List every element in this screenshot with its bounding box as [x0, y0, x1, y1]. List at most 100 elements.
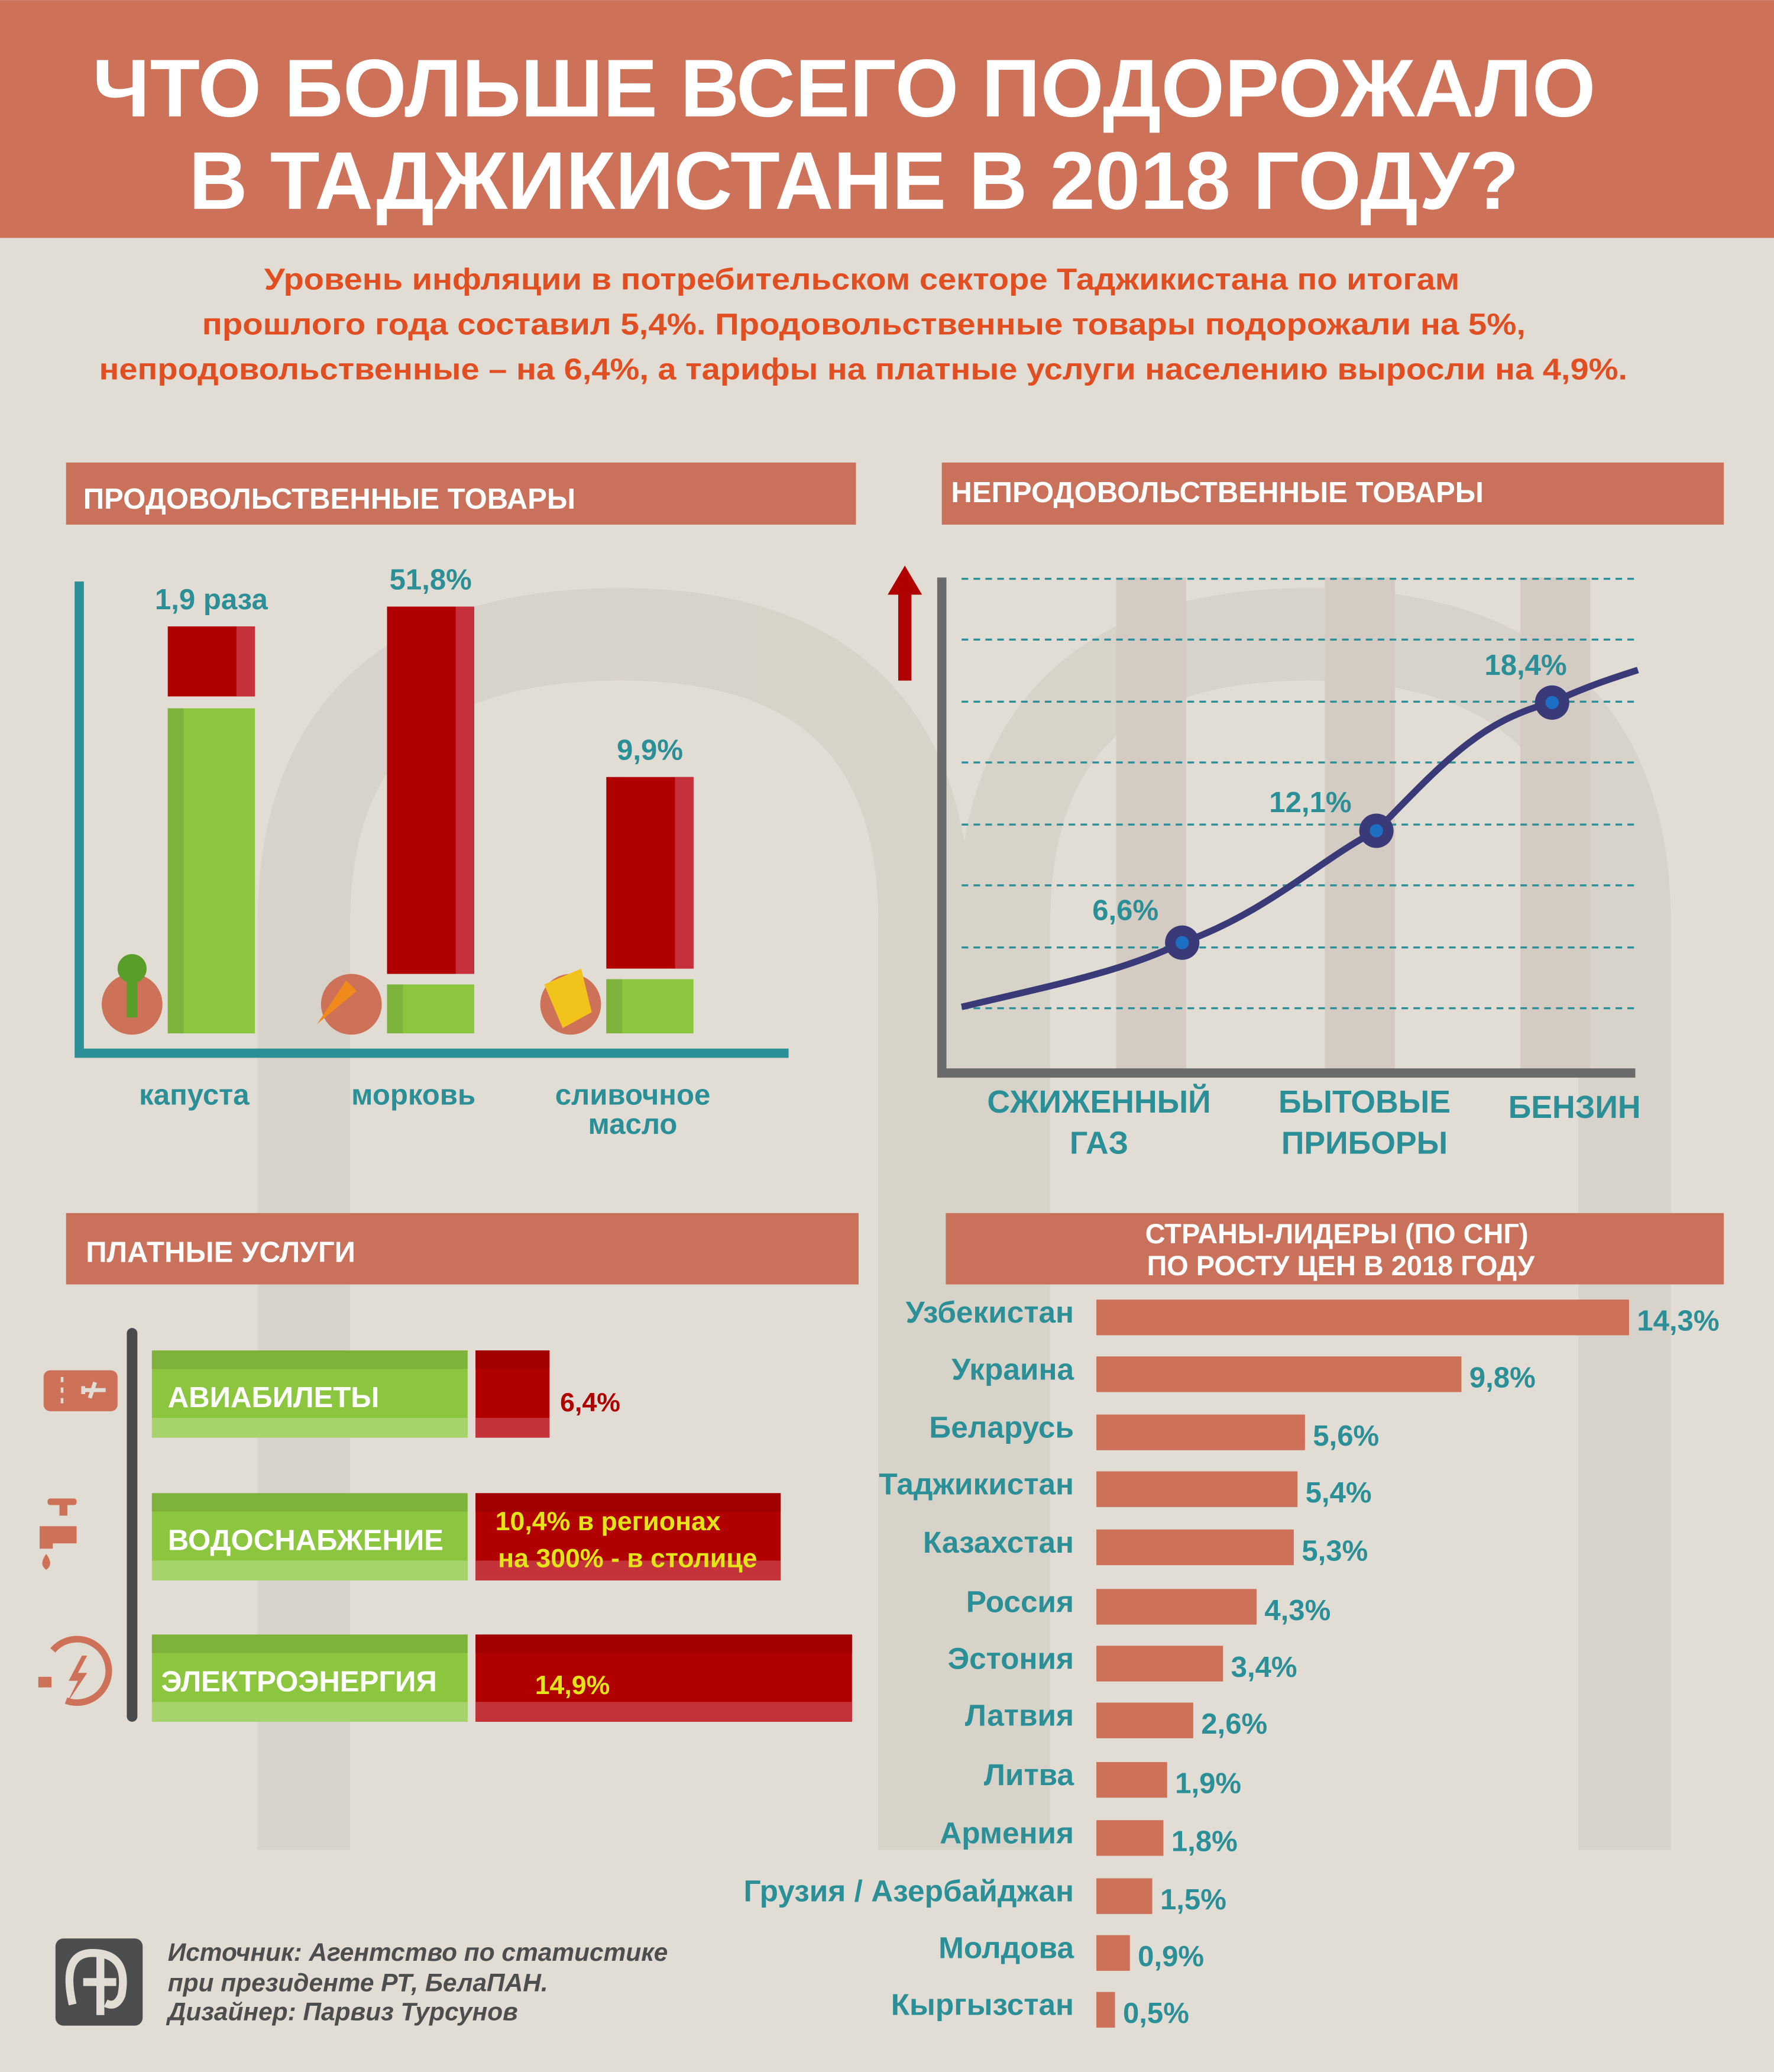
- country-label: Армения: [940, 1815, 1074, 1850]
- country-bar: [1096, 1589, 1257, 1625]
- service-value-bar-top: [475, 1350, 550, 1369]
- data-point-label: 18,4%: [1484, 649, 1566, 681]
- food-bar-label: 9,9%: [617, 735, 683, 767]
- country-value-label: 1,8%: [1171, 1826, 1238, 1858]
- section-title-nonfood: НЕПРОДОВОЛЬСТВЕННЫЕ ТОВАРЫ: [951, 477, 1484, 509]
- plane-ticket-icon: [43, 1370, 118, 1411]
- service-label: ВОДОСНАБЖЕНИЕ: [168, 1524, 444, 1556]
- category-column: [1116, 577, 1186, 1074]
- intro-line1: Уровень инфляции в потребительском секто…: [264, 261, 1460, 296]
- food-bar-increase-shade: [236, 626, 255, 697]
- country-bar: [1096, 1300, 1629, 1336]
- country-value-label: 1,9%: [1175, 1767, 1241, 1799]
- country-label: Узбекистан: [906, 1295, 1074, 1329]
- services-timeline-bar: [127, 1328, 138, 1722]
- service-label-bar-bottom: [151, 1702, 468, 1722]
- service-value-label: 10,4% в регионах: [496, 1507, 721, 1536]
- watermark-logo: [257, 588, 1671, 1850]
- food-bar-label: 51,8%: [390, 564, 472, 596]
- country-value-label: 3,4%: [1231, 1651, 1297, 1683]
- water-tap-icon: [40, 1498, 77, 1570]
- service-label: АВИАБИЛЕТЫ: [168, 1382, 380, 1414]
- intro-line2: прошлого года составил 5,4%. Продовольст…: [202, 306, 1526, 341]
- category-column: [1520, 577, 1591, 1074]
- header-band: [0, 0, 1774, 238]
- country-label: Казахстан: [923, 1525, 1074, 1559]
- section-title-services: ПЛАТНЫЕ УСЛУГИ: [86, 1236, 355, 1268]
- country-bar: [1096, 1702, 1193, 1738]
- footer-source-line1: Источник: Агентство по статистике: [168, 1938, 668, 1966]
- country-bar: [1096, 1414, 1305, 1450]
- line-category-label: БЫТОВЫЕ ПРИБОРЫ: [1278, 1084, 1451, 1161]
- service-value-label: 14,9%: [535, 1671, 610, 1700]
- section-header-nonfood: [941, 463, 1724, 525]
- footer-designer: Дизайнер: Парвиз Турсунов: [166, 1998, 518, 2026]
- data-point-center: [1545, 696, 1559, 709]
- country-value-label: 0,9%: [1138, 1941, 1204, 1973]
- service-label-bar-top: [151, 1493, 468, 1512]
- country-value-label: 1,5%: [1160, 1884, 1226, 1916]
- country-label: Таджикистан: [879, 1467, 1074, 1501]
- line-category-label: СЖИЖЕННЫЙ ГАЗ: [987, 1084, 1210, 1161]
- service-value-bar-top: [475, 1493, 781, 1512]
- country-label: Грузия / Азербайджан: [743, 1874, 1074, 1908]
- electricity-icon: [38, 1635, 112, 1706]
- country-bar: [1096, 1761, 1167, 1798]
- data-point-center: [1370, 824, 1383, 838]
- service-label-bar-bottom: [151, 1560, 468, 1580]
- service-value-label: на 300% - в столице: [498, 1544, 757, 1573]
- service-value-bar-top: [475, 1634, 852, 1653]
- broccoli-icon-head: [117, 954, 147, 984]
- service-label-bar-bottom: [151, 1418, 468, 1438]
- country-label: Молдова: [938, 1931, 1074, 1965]
- country-value-label: 2,6%: [1201, 1708, 1267, 1740]
- carrot-icon-body: [317, 980, 357, 1024]
- service-value-label: 6,4%: [560, 1388, 620, 1417]
- nonfood-chart: 6,6% 12,1% 18,4% СЖИЖЕННЫЙ ГАЗ БЫТОВЫЕ ПРИБОРЫ…: [888, 565, 1641, 1161]
- section-title-cis-line1: СТРАНЫ-ЛИДЕРЫ (ПО СНГ): [1145, 1218, 1529, 1249]
- intro-line3: непродовольственные – на 6,4%, а тарифы …: [99, 351, 1628, 386]
- country-value-label: 5,6%: [1313, 1420, 1379, 1452]
- country-value-label: 5,3%: [1302, 1535, 1368, 1567]
- country-bar: [1096, 1878, 1153, 1914]
- country-bar: [1096, 1820, 1164, 1856]
- country-label: Кыргызстан: [891, 1987, 1074, 2022]
- food-bar-increase-shade: [675, 777, 694, 969]
- belapan-logo: [55, 1938, 143, 2026]
- broccoli-icon-stem: [127, 978, 138, 1018]
- food-bar-base-shade: [606, 979, 623, 1034]
- food-bar-label: 1,9 раза: [155, 584, 268, 616]
- country-bar: [1096, 1471, 1298, 1507]
- service-value-bar-bottom: [475, 1418, 550, 1438]
- food-category-label: сливочное масло: [555, 1079, 711, 1140]
- country-bar: [1096, 1356, 1462, 1392]
- country-value-label: 5,4%: [1306, 1477, 1372, 1509]
- line-chart-axes: [937, 577, 1636, 1078]
- country-label: Литва: [984, 1757, 1074, 1792]
- country-bar: [1096, 1529, 1294, 1566]
- food-chart-axes: [75, 581, 789, 1058]
- section-header-cis: [946, 1213, 1724, 1285]
- food-bar-base-shade: [167, 708, 184, 1034]
- food-chart: 1,9 раза капуста 51,8% морковь 9,9% сливочное…: [75, 564, 789, 1140]
- line-category-label: БЕНЗИН: [1508, 1090, 1641, 1125]
- service-value-bar-bottom: [475, 1560, 781, 1580]
- country-value-label: 4,3%: [1264, 1595, 1330, 1627]
- up-arrow-icon: [888, 565, 922, 681]
- section-title-food: ПРОДОВОЛЬСТВЕННЫЕ ТОВАРЫ: [83, 483, 575, 515]
- page-title-line2: В ТАДЖИКИСТАНЕ В 2018 ГОДУ?: [189, 135, 1519, 227]
- country-label: Украина: [951, 1352, 1074, 1386]
- country-bar: [1096, 1646, 1223, 1682]
- footer-source-line2: при президенте РТ, БелаПАН.: [168, 1969, 548, 1997]
- service-label-bar-top: [151, 1350, 468, 1369]
- country-label: Латвия: [965, 1698, 1074, 1732]
- butter-icon-body: [544, 968, 592, 1029]
- country-bar: [1096, 1992, 1115, 2028]
- data-point-center: [1176, 936, 1189, 949]
- service-label-bar-top: [151, 1634, 468, 1653]
- food-category-label: морковь: [351, 1079, 475, 1111]
- country-label: Беларусь: [929, 1410, 1074, 1444]
- section-header-services: [66, 1213, 859, 1285]
- cis-chart: Узбекистан 14,3% Украина 9,8% Беларусь 5,6% Та…: [743, 1295, 1719, 2029]
